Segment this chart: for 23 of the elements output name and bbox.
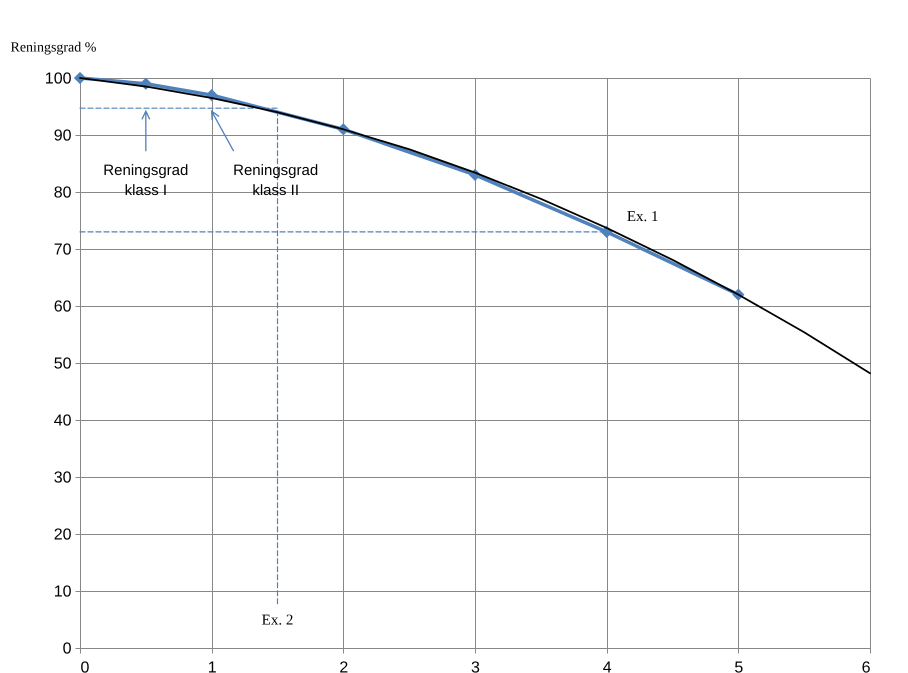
x-tick-label: 2 (339, 660, 348, 673)
y-tick-label: 100 (44, 70, 72, 88)
y-tick-label: 50 (54, 356, 72, 372)
y-tick-label: 0 (62, 640, 72, 658)
annotation: Ex. 1 (626, 208, 659, 225)
y-axis-title: Reningsgrad % (10, 40, 97, 56)
y-tick-label: 30 (54, 470, 72, 486)
y-tick-label: 80 (54, 184, 72, 202)
y-tick-label: 90 (54, 128, 72, 144)
x-tick-label: 5 (734, 660, 744, 673)
x-tick-label: 6 (862, 660, 871, 673)
y-tick-label: 40 (54, 412, 72, 430)
annotation: Ex. 2 (262, 612, 294, 628)
y-tick-label: 10 (54, 584, 72, 600)
y-tick-label: 20 (54, 526, 72, 544)
x-tick-label: 3 (471, 660, 480, 673)
annotation: Reningsgrad klass I (103, 162, 188, 200)
y-tick-label: 60 (54, 298, 72, 316)
y-tick-label: 70 (54, 242, 72, 258)
x-tick-label: 1 (208, 660, 217, 673)
x-tick-label: 0 (80, 660, 90, 673)
x-tick-label: 4 (602, 660, 612, 673)
annotation: Reningsgrad klass II (233, 162, 318, 200)
